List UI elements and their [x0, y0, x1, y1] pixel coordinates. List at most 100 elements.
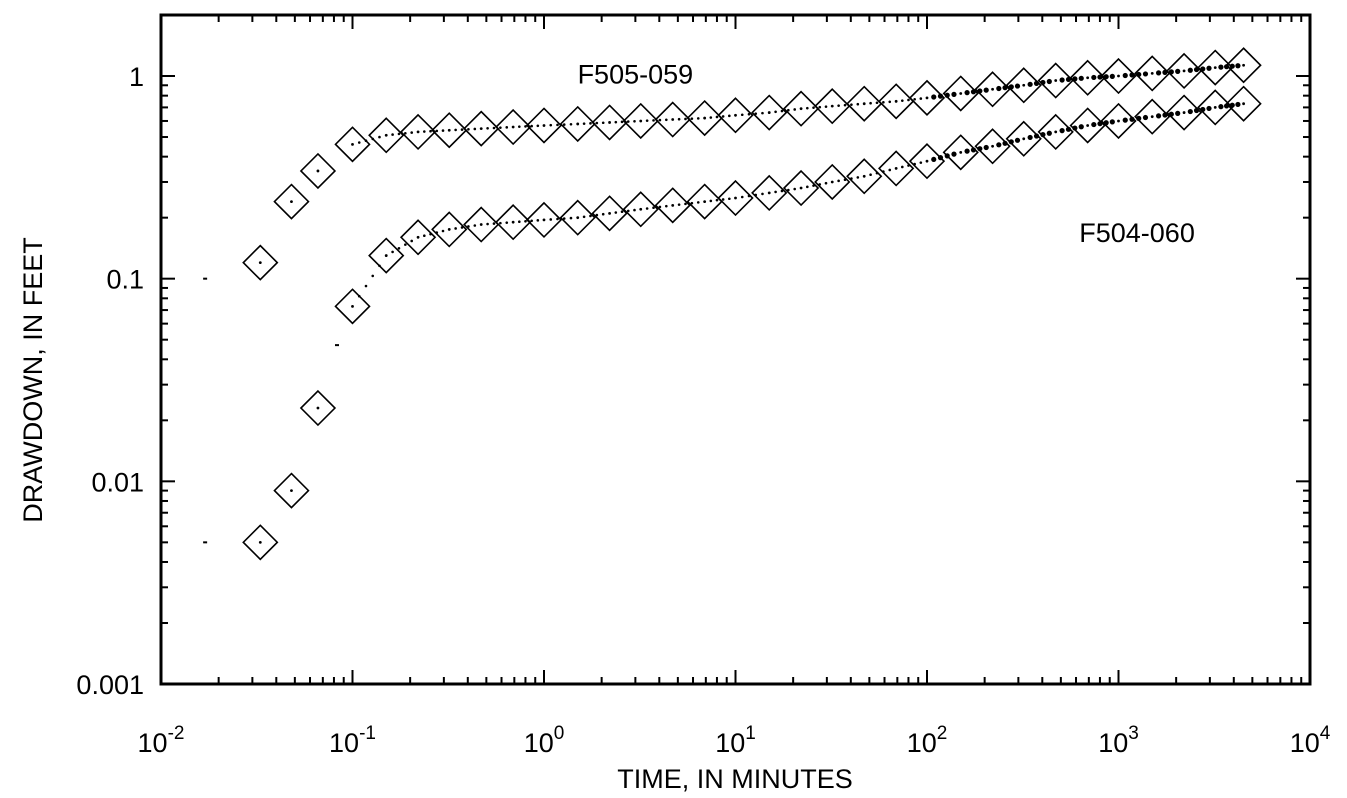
- data-point-dot: [1065, 126, 1072, 132]
- data-point-dot: [703, 116, 707, 120]
- data-point-diamond: [1134, 55, 1171, 92]
- data-point-dot: [569, 122, 573, 126]
- data-point-dot: [391, 133, 394, 136]
- data-point-dot: [882, 170, 885, 173]
- data-point-dot: [937, 93, 944, 99]
- data-point-dot: [944, 153, 950, 159]
- data-point-dot: [316, 406, 320, 410]
- data-point-diamond: [751, 94, 788, 131]
- data-point-dot: [677, 117, 681, 121]
- data-point-dot: [837, 179, 840, 183]
- data-point-dot: [1008, 84, 1014, 90]
- data-point-dot: [626, 120, 630, 123]
- data-point-dot: [582, 122, 586, 125]
- data-point-dot: [1200, 106, 1206, 113]
- data-point-dot: [518, 220, 521, 224]
- data-point-dot: [1150, 72, 1154, 75]
- data-point-dot: [460, 128, 464, 131]
- data-point-dot: [793, 108, 797, 111]
- data-point-dot: [703, 200, 707, 204]
- data-point-dot: [837, 104, 840, 107]
- data-point-dot: [397, 132, 401, 136]
- data-point-diamond: [942, 75, 979, 112]
- data-point-dot: [454, 227, 457, 230]
- data-point-diamond: [431, 112, 468, 149]
- data-point-dot: [518, 125, 521, 129]
- data-point-dot: [709, 199, 713, 203]
- data-point-dot: [429, 129, 432, 133]
- data-point-diamond: [399, 219, 437, 256]
- data-point-dot: [882, 100, 885, 104]
- data-point-dot: [357, 141, 361, 144]
- data-point-dot: [658, 118, 662, 122]
- data-point-dot: [614, 211, 618, 214]
- data-point-dot: [1072, 125, 1078, 131]
- data-point-dot: [351, 142, 354, 146]
- data-point-dot: [371, 274, 375, 278]
- data-point-dot: [1091, 74, 1097, 81]
- data-point-dot: [499, 221, 502, 225]
- data-point-dot: [633, 208, 636, 212]
- data-point-dot: [460, 226, 464, 229]
- data-point-diamond: [942, 134, 979, 171]
- data-point-dot: [894, 99, 898, 103]
- y-tick-label: 0.1: [106, 265, 144, 295]
- y-tick-label: 0.01: [91, 467, 144, 497]
- data-point-dot: [1182, 111, 1186, 114]
- data-point-dot: [658, 205, 662, 209]
- data-point-dot: [1229, 102, 1235, 108]
- data-point-dot: [290, 200, 293, 204]
- data-point-dot: [335, 344, 340, 347]
- data-point-dot: [818, 183, 822, 186]
- data-point-dot: [843, 103, 847, 107]
- data-point-dot: [1193, 66, 1200, 73]
- data-point-dot: [665, 204, 668, 208]
- data-point-dot: [1229, 63, 1235, 69]
- data-point-dot: [1213, 106, 1217, 109]
- data-point-dot: [290, 489, 293, 493]
- y-tick-label: 0.001: [76, 670, 144, 700]
- data-point-dot: [959, 150, 963, 154]
- data-point-dot: [549, 218, 553, 221]
- data-point-dot: [1136, 115, 1142, 121]
- data-point-diamond: [782, 90, 820, 127]
- data-point-dot: [423, 130, 426, 133]
- data-point-dot: [536, 219, 540, 222]
- data-point-dot: [410, 239, 414, 243]
- data-point-dot: [203, 541, 208, 544]
- data-point-dot: [1065, 76, 1072, 83]
- data-point-dot: [620, 120, 624, 124]
- data-point-dot: [1122, 72, 1128, 79]
- data-point-dot: [875, 101, 879, 105]
- data-point-dot: [652, 206, 655, 210]
- data-point-diamond: [273, 183, 310, 220]
- data-point-diamond: [591, 104, 628, 141]
- data-point-dot: [1033, 133, 1040, 139]
- data-point-dot: [258, 540, 262, 544]
- data-point-dot: [1086, 76, 1090, 80]
- data-point-diamond: [399, 113, 437, 151]
- data-point-dot: [416, 130, 420, 134]
- data-point-dot: [1040, 132, 1046, 138]
- data-point-dot: [983, 144, 989, 151]
- data-point-diamond: [1005, 67, 1042, 104]
- data-point-diamond: [299, 389, 337, 427]
- data-point-dot: [1040, 79, 1046, 86]
- data-point-dot: [511, 125, 515, 129]
- data-point-dot: [734, 196, 737, 200]
- data-point-dot: [316, 169, 320, 173]
- data-point-dot: [875, 171, 879, 175]
- data-point-dot: [1059, 128, 1065, 134]
- y-axis-title: DRAWDOWN, IN FEET: [18, 237, 48, 522]
- y-tick-label: 1: [129, 62, 144, 92]
- data-point-dot: [1213, 66, 1217, 70]
- data-point-dot: [1054, 130, 1058, 134]
- data-point-diamond: [525, 107, 563, 144]
- data-point-diamond: [878, 150, 915, 187]
- data-point-dot: [473, 127, 477, 131]
- data-point-dot: [1218, 104, 1224, 110]
- data-point-dot: [1046, 78, 1052, 85]
- data-point-dot: [907, 98, 910, 102]
- data-point-dot: [671, 118, 675, 121]
